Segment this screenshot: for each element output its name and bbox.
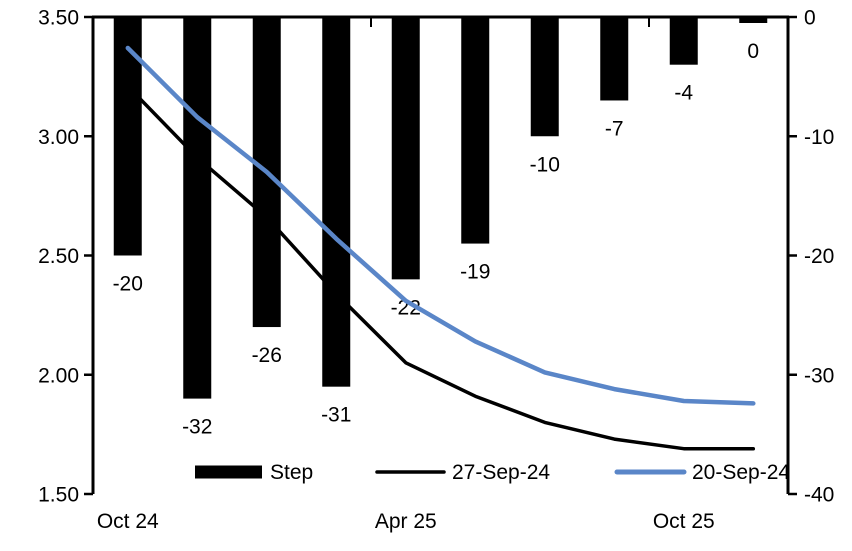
x-axis-label: Apr 25 <box>375 510 437 533</box>
bars-group <box>113 17 768 399</box>
legend-item-step: Step <box>195 461 313 484</box>
legend-swatch-bar <box>195 465 262 479</box>
bar-value-label: -31 <box>321 404 351 427</box>
right-axis-tick-label: -40 <box>804 484 834 507</box>
legend-item-20-sep-24: 20-Sep-24 <box>614 461 790 484</box>
bar-step-3 <box>322 17 351 387</box>
bar-step-9 <box>739 17 768 23</box>
bar-value-label: -22 <box>391 296 421 319</box>
bar-step-7 <box>600 17 629 101</box>
x-axis-label: Oct 24 <box>97 510 159 533</box>
bar-step-0 <box>113 17 142 256</box>
bar-step-6 <box>530 17 559 137</box>
bar-step-4 <box>391 17 420 280</box>
bar-value-label: -19 <box>460 261 490 284</box>
left-axis-tick-label: 3.50 <box>38 7 79 30</box>
bar-value-label: -4 <box>674 82 693 105</box>
bar-value-label: 0 <box>747 40 759 63</box>
bar-step-8 <box>669 17 698 65</box>
legend-item-27-sep-24: 27-Sep-24 <box>375 461 550 484</box>
left-axis-tick-label: 2.00 <box>38 364 79 387</box>
right-axis-tick-label: -10 <box>804 126 834 149</box>
bar-value-label: -32 <box>182 416 212 439</box>
line-27-sep-24 <box>126 84 756 451</box>
right-axis-tick-label: -20 <box>804 245 834 268</box>
axes-group <box>84 15 797 496</box>
bar-value-label: -10 <box>530 153 560 176</box>
right-axis-tick-label: -30 <box>804 364 834 387</box>
bar-value-label: -20 <box>113 273 143 296</box>
legend-label: 27-Sep-24 <box>452 461 550 484</box>
legend-label: Step <box>270 461 313 484</box>
lines-group <box>125 45 756 451</box>
left-axis-tick-label: 3.00 <box>38 126 79 149</box>
bar-value-label: -26 <box>252 344 282 367</box>
left-axis-tick-label: 1.50 <box>38 484 79 507</box>
left-axis-tick-label: 2.50 <box>38 245 79 268</box>
legend-label: 20-Sep-24 <box>692 461 790 484</box>
bar-step-5 <box>461 17 490 244</box>
line-20-sep-24 <box>125 45 756 406</box>
right-axis-tick-label: 0 <box>804 7 816 30</box>
bar-value-label: -7 <box>605 117 624 140</box>
legend: Step 27-Sep-24 20-Sep-24 <box>195 461 790 484</box>
x-axis-label: Oct 25 <box>653 510 715 533</box>
bar-step-1 <box>183 17 212 399</box>
